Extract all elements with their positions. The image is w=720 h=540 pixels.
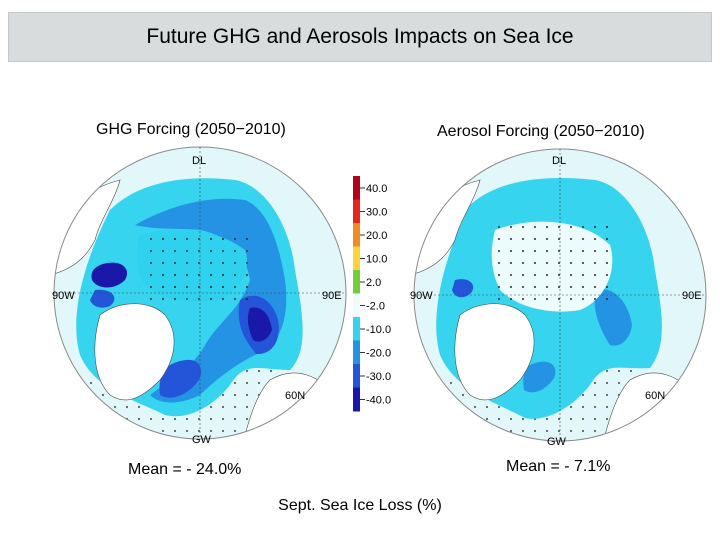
label-60n: 60N bbox=[645, 390, 665, 402]
sea-ice-loss-strong bbox=[452, 279, 474, 298]
sea-ice-loss-extreme-3 bbox=[90, 289, 115, 308]
label-90e: 90E bbox=[682, 290, 702, 302]
colorbar-tick-label: 40.0 bbox=[366, 183, 387, 195]
page-title: Future GHG and Aerosols Impacts on Sea I… bbox=[146, 25, 574, 48]
sea-ice-loss-extreme-2 bbox=[91, 262, 128, 288]
greenland-land bbox=[454, 303, 535, 401]
colorbar-tick-label: 2.0 bbox=[366, 277, 381, 289]
colorbar-swatch bbox=[353, 387, 360, 412]
sea-ice-loss-strong-2 bbox=[159, 359, 201, 398]
colorbar-swatch bbox=[353, 176, 360, 200]
label-90e: 90E bbox=[322, 290, 342, 302]
greenland-land bbox=[94, 303, 175, 401]
colorbar-tick-label: -20.0 bbox=[366, 348, 391, 360]
colorbar-tick-label: 20.0 bbox=[366, 230, 387, 242]
label-gw: GW bbox=[547, 436, 567, 448]
colorbar-caption: Sept. Sea Ice Loss (%) bbox=[278, 497, 442, 514]
label-gw: GW bbox=[192, 434, 212, 446]
colorbar-tick-label: -30.0 bbox=[366, 371, 391, 383]
ghg-panel-title: GHG Forcing (2050−2010) bbox=[96, 121, 286, 138]
central-arctic-stipple bbox=[140, 235, 250, 305]
colorbar-swatch bbox=[353, 340, 360, 365]
colorbar-tick-label: 10.0 bbox=[366, 254, 387, 266]
colorbar-tick-label: -2.0 bbox=[366, 301, 385, 313]
colorbar-swatch bbox=[353, 364, 360, 388]
title-bar: Future GHG and Aerosols Impacts on Sea I… bbox=[8, 12, 712, 62]
central-arctic-stipple bbox=[495, 225, 615, 310]
sea-ice-loss-extreme bbox=[247, 307, 272, 342]
aerosol-panel-title: Aerosol Forcing (2050−2010) bbox=[437, 123, 645, 140]
ghg-mean: Mean = - 24.0% bbox=[128, 461, 242, 478]
aerosol-map: DL 90W 90E GW 60N bbox=[410, 148, 707, 448]
colorbar-swatch bbox=[353, 199, 360, 224]
colorbar: 40.0 30.0 20.0 10.0 2.0 -2.0 -10.0 -20.0 -30.0 -4… bbox=[353, 176, 391, 412]
label-dl: DL bbox=[192, 155, 206, 167]
label-90w: 90W bbox=[410, 290, 433, 302]
label-dl: DL bbox=[552, 155, 566, 167]
aerosol-mean: Mean = - 7.1% bbox=[506, 458, 611, 475]
colorbar-swatch bbox=[353, 270, 360, 294]
sea-ice-loss-mid-2 bbox=[523, 361, 556, 393]
colorbar-swatch bbox=[353, 317, 360, 341]
colorbar-tick-label: -40.0 bbox=[366, 395, 391, 407]
colorbar-swatch bbox=[353, 223, 360, 247]
colorbar-swatch bbox=[353, 293, 360, 318]
ghg-map: DL 90W 90E GW 60N bbox=[52, 146, 347, 446]
colorbar-swatch bbox=[353, 246, 360, 271]
colorbar-tick-label: 30.0 bbox=[366, 207, 387, 219]
colorbar-tick-label: -10.0 bbox=[366, 324, 391, 336]
label-60n: 60N bbox=[285, 390, 305, 402]
label-90w: 90W bbox=[52, 290, 75, 302]
